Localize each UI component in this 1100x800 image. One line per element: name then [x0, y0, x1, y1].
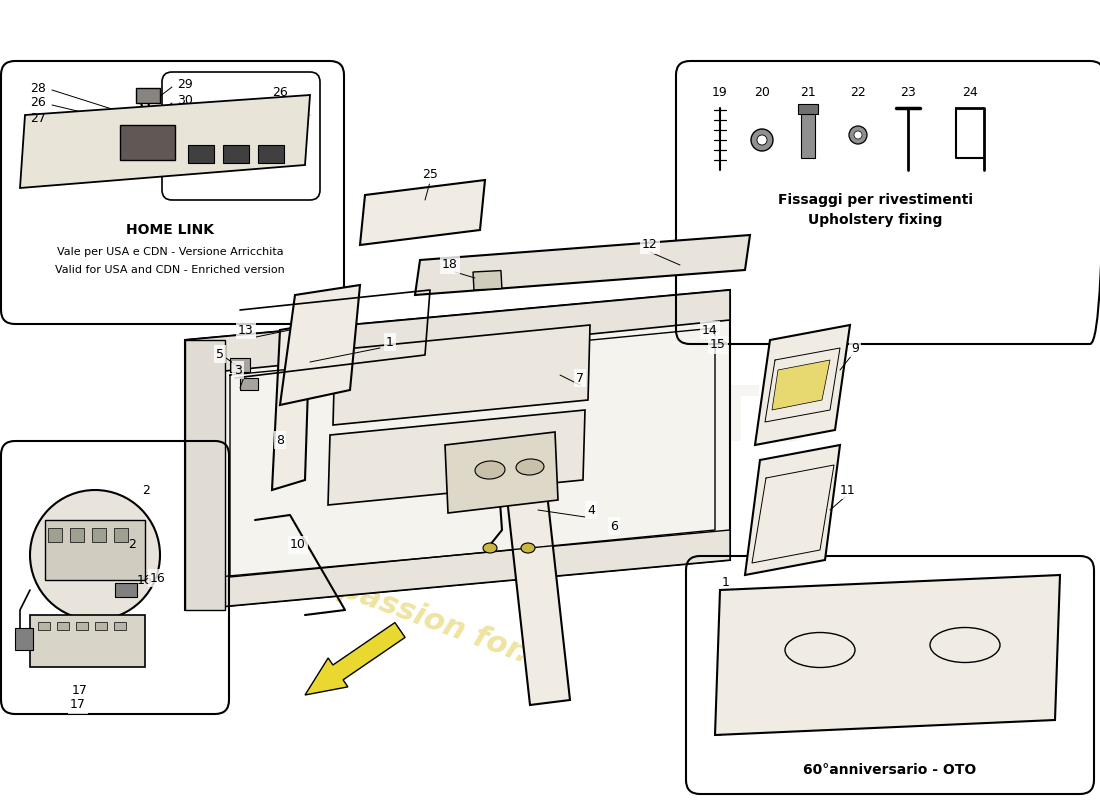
Polygon shape: [772, 360, 830, 410]
Polygon shape: [333, 325, 590, 425]
Text: 13: 13: [238, 323, 254, 337]
Text: 1: 1: [722, 575, 730, 589]
Bar: [136, 88, 160, 103]
Bar: [70, 528, 84, 542]
Polygon shape: [272, 325, 310, 490]
Ellipse shape: [483, 543, 497, 553]
Text: 19: 19: [712, 86, 728, 98]
Ellipse shape: [516, 459, 544, 475]
Text: 18: 18: [442, 258, 458, 271]
Polygon shape: [185, 290, 730, 375]
Text: 24: 24: [962, 86, 978, 98]
Bar: [114, 622, 126, 630]
Bar: [92, 528, 106, 542]
Bar: [798, 104, 818, 114]
FancyArrow shape: [305, 622, 405, 695]
Text: 8: 8: [276, 434, 284, 446]
Polygon shape: [755, 325, 850, 445]
Text: 1: 1: [386, 335, 394, 349]
Text: 30: 30: [177, 94, 192, 106]
Text: Fissaggi per rivestimenti: Fissaggi per rivestimenti: [778, 193, 972, 207]
Bar: [120, 125, 175, 160]
Text: 4: 4: [587, 503, 595, 517]
Polygon shape: [745, 445, 840, 575]
Ellipse shape: [475, 461, 505, 479]
Bar: [240, 378, 258, 390]
Text: 60°anniversario - OTO: 60°anniversario - OTO: [803, 763, 977, 777]
Bar: [95, 622, 107, 630]
Bar: [473, 270, 502, 290]
Text: Vale per USA e CDN - Versione Arricchita: Vale per USA e CDN - Versione Arricchita: [57, 247, 284, 257]
Polygon shape: [280, 285, 360, 405]
Bar: [801, 108, 815, 158]
Polygon shape: [360, 180, 485, 245]
Text: 10: 10: [290, 538, 306, 551]
Text: 17: 17: [70, 698, 86, 711]
Text: 21: 21: [800, 86, 816, 98]
Text: 12: 12: [642, 238, 658, 251]
Text: a passion for...: a passion for...: [306, 563, 554, 677]
Bar: [114, 528, 128, 542]
Text: 14: 14: [702, 323, 718, 337]
Text: 9: 9: [851, 342, 859, 354]
Text: 28: 28: [30, 82, 46, 94]
Circle shape: [30, 490, 159, 620]
Ellipse shape: [849, 126, 867, 144]
Text: EUROPARTS: EUROPARTS: [306, 383, 814, 457]
Text: 27: 27: [30, 111, 46, 125]
Text: 17: 17: [73, 683, 88, 697]
Polygon shape: [185, 530, 730, 610]
Bar: [76, 622, 88, 630]
Ellipse shape: [757, 135, 767, 145]
Polygon shape: [446, 432, 558, 513]
Text: 23: 23: [900, 86, 916, 98]
Ellipse shape: [854, 131, 862, 139]
Text: 1985: 1985: [483, 463, 637, 517]
Text: 11: 11: [840, 483, 856, 497]
Text: 26: 26: [272, 86, 288, 99]
Bar: [230, 358, 250, 372]
Ellipse shape: [751, 129, 773, 151]
Text: 2: 2: [142, 483, 150, 497]
Polygon shape: [505, 475, 570, 705]
Text: Upholstery fixing: Upholstery fixing: [807, 213, 943, 227]
Text: 6: 6: [610, 519, 618, 533]
Text: HOME LINK: HOME LINK: [126, 223, 214, 237]
Text: 29: 29: [177, 78, 192, 90]
Text: 22: 22: [850, 86, 866, 98]
Text: 20: 20: [755, 86, 770, 98]
Text: 16: 16: [150, 571, 166, 585]
Text: 5: 5: [216, 347, 224, 361]
Polygon shape: [20, 95, 310, 188]
Bar: [223, 145, 249, 163]
Text: 16: 16: [138, 574, 153, 586]
Bar: [15, 628, 33, 650]
Bar: [258, 145, 284, 163]
Text: 2: 2: [128, 538, 136, 551]
Text: 25: 25: [422, 169, 438, 182]
Polygon shape: [715, 575, 1060, 735]
Polygon shape: [415, 235, 750, 295]
Bar: [30, 615, 145, 667]
Bar: [188, 145, 214, 163]
Polygon shape: [328, 410, 585, 505]
Ellipse shape: [521, 543, 535, 553]
Text: 3: 3: [234, 363, 242, 377]
Polygon shape: [185, 340, 226, 610]
Text: 7: 7: [576, 371, 584, 385]
Bar: [45, 520, 145, 580]
Text: Valid for USA and CDN - Enriched version: Valid for USA and CDN - Enriched version: [55, 265, 285, 275]
Text: 26: 26: [30, 97, 46, 110]
Bar: [57, 622, 69, 630]
Bar: [39, 622, 50, 630]
Polygon shape: [185, 290, 730, 610]
Text: 15: 15: [711, 338, 726, 351]
Bar: [116, 583, 138, 597]
Bar: [48, 528, 62, 542]
